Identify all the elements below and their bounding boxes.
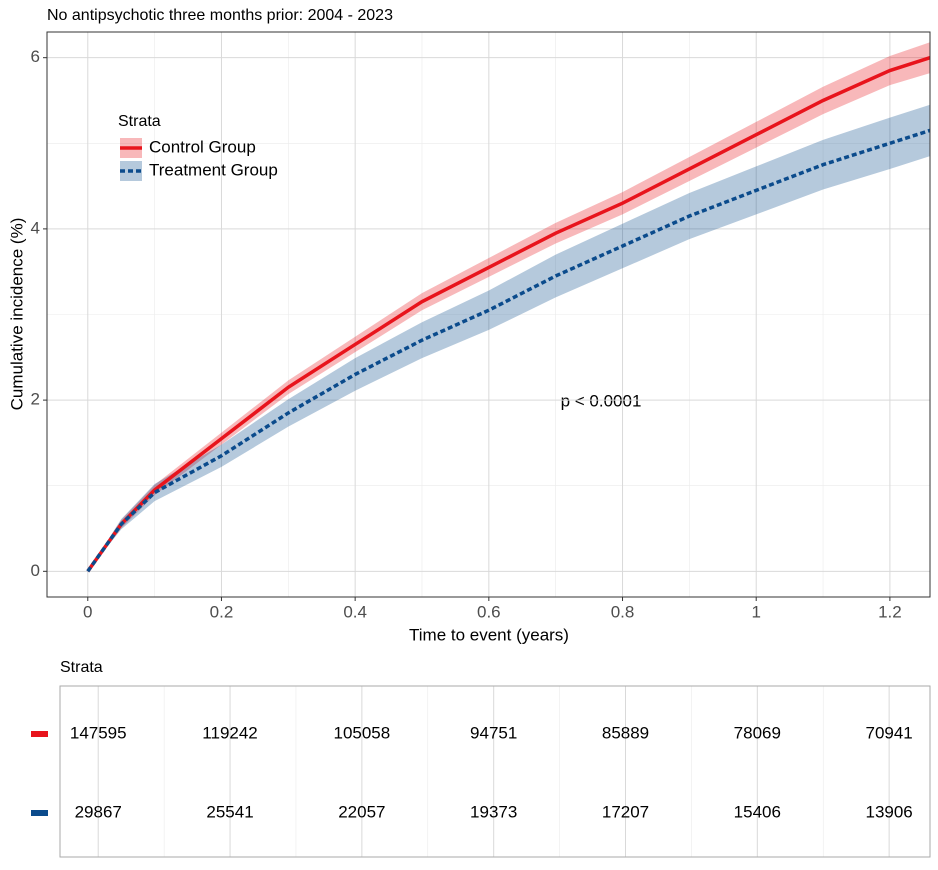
confidence-band xyxy=(87,42,930,572)
annotation: p < 0.0001 xyxy=(561,391,642,410)
x-tick-label: 1.2 xyxy=(878,602,902,621)
table-cell: 15406 xyxy=(734,802,781,821)
legend: Strata Control Group Treatment Group xyxy=(118,113,278,181)
table-cell: 29867 xyxy=(75,802,122,821)
x-tick-label: 1 xyxy=(751,602,760,621)
row-key xyxy=(31,731,48,737)
x-axis-label: Time to event (years) xyxy=(409,625,569,644)
line xyxy=(86,56,931,573)
y-tick-label: 2 xyxy=(31,390,40,409)
legend-title: Strata xyxy=(118,113,161,130)
table-cell: 78069 xyxy=(734,723,781,742)
y-tick-label: 4 xyxy=(31,218,40,237)
y-tick-label: 6 xyxy=(31,47,40,66)
confidence-band xyxy=(87,104,930,572)
table-cell: 94751 xyxy=(470,723,517,742)
y-tick-label: 0 xyxy=(31,561,40,580)
table-cell: 105058 xyxy=(333,723,390,742)
row-key xyxy=(31,810,48,816)
x-tick-label: 0.8 xyxy=(611,602,635,621)
x-tick-label: 0.2 xyxy=(210,602,234,621)
table-cell: 147595 xyxy=(70,723,127,742)
table-cell: 119242 xyxy=(202,723,257,742)
table-title: Strata xyxy=(60,659,103,676)
table-cell: 17207 xyxy=(602,802,649,821)
table-cell: 25541 xyxy=(206,802,253,821)
table-cell: 19373 xyxy=(470,802,517,821)
legend-label: Control Group xyxy=(149,137,256,156)
x-tick-label: 0.4 xyxy=(343,602,367,621)
line xyxy=(86,128,931,573)
table-cell: 13906 xyxy=(865,802,912,821)
table-border xyxy=(59,685,931,858)
y-axis-label: Cumulative incidence (%) xyxy=(7,218,26,411)
table-cell: 22057 xyxy=(338,802,385,821)
plot-border xyxy=(46,31,931,598)
table-cell: 70941 xyxy=(865,723,912,742)
x-tick-label: 0 xyxy=(83,602,92,621)
chart-title: No antipsychotic three months prior: 200… xyxy=(47,7,393,24)
x-tick-label: 0.6 xyxy=(477,602,501,621)
legend-label: Treatment Group xyxy=(149,160,278,179)
table-cell: 85889 xyxy=(602,723,649,742)
